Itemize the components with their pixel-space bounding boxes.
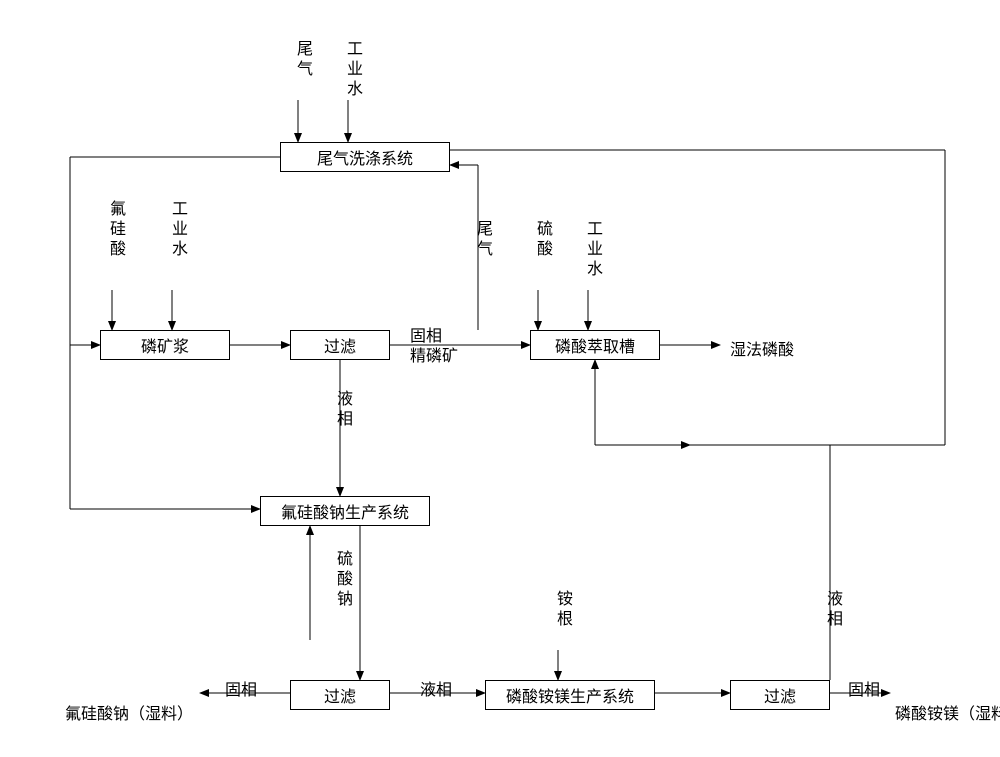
scrubber-label: 尾气洗涤系统 [317, 145, 413, 169]
tailgas2-label: 尾气 [470, 220, 494, 260]
liquid3-label: 液相 [820, 590, 844, 630]
map-box: 磷酸铵镁生产系统 [485, 680, 655, 710]
indwater1-label: 工业水 [340, 40, 364, 100]
liquid1-label: 液相 [330, 390, 354, 430]
fsacid-label: 氟硅酸 [103, 200, 127, 260]
filter2-label: 过滤 [324, 683, 356, 707]
liquid2-label: 液相 [420, 676, 452, 700]
solid2-label: 固相 [225, 676, 257, 700]
nasif-label: 氟硅酸钠生产系统 [281, 499, 409, 523]
filter1-box: 过滤 [290, 330, 390, 360]
filter1-label: 过滤 [324, 333, 356, 357]
nasif-out-label: 氟硅酸钠（湿料） [65, 700, 193, 724]
filter3-box: 过滤 [730, 680, 830, 710]
slurry-box: 磷矿浆 [100, 330, 230, 360]
extractor-box: 磷酸萃取槽 [530, 330, 660, 360]
map-out-label: 磷酸铵镁（湿料） [895, 700, 1000, 724]
refined-label: 精磷矿 [410, 342, 458, 366]
indwater2-label: 工业水 [165, 200, 189, 260]
filter2-box: 过滤 [290, 680, 390, 710]
nh4-label: 铵根 [550, 590, 574, 630]
h2so4-label: 硫酸 [530, 220, 554, 260]
slurry-label: 磷矿浆 [141, 333, 189, 357]
indwater3-label: 工业水 [580, 220, 604, 280]
solid3-label: 固相 [848, 676, 880, 700]
filter3-label: 过滤 [764, 683, 796, 707]
tailgas1-label: 尾气 [290, 40, 314, 80]
scrubber-box: 尾气洗涤系统 [280, 142, 450, 172]
na2so4-label: 硫酸钠 [330, 550, 354, 610]
extractor-label: 磷酸萃取槽 [555, 333, 635, 357]
map-label: 磷酸铵镁生产系统 [506, 683, 634, 707]
nasif-box: 氟硅酸钠生产系统 [260, 496, 430, 526]
wpa-label: 湿法磷酸 [730, 336, 794, 360]
